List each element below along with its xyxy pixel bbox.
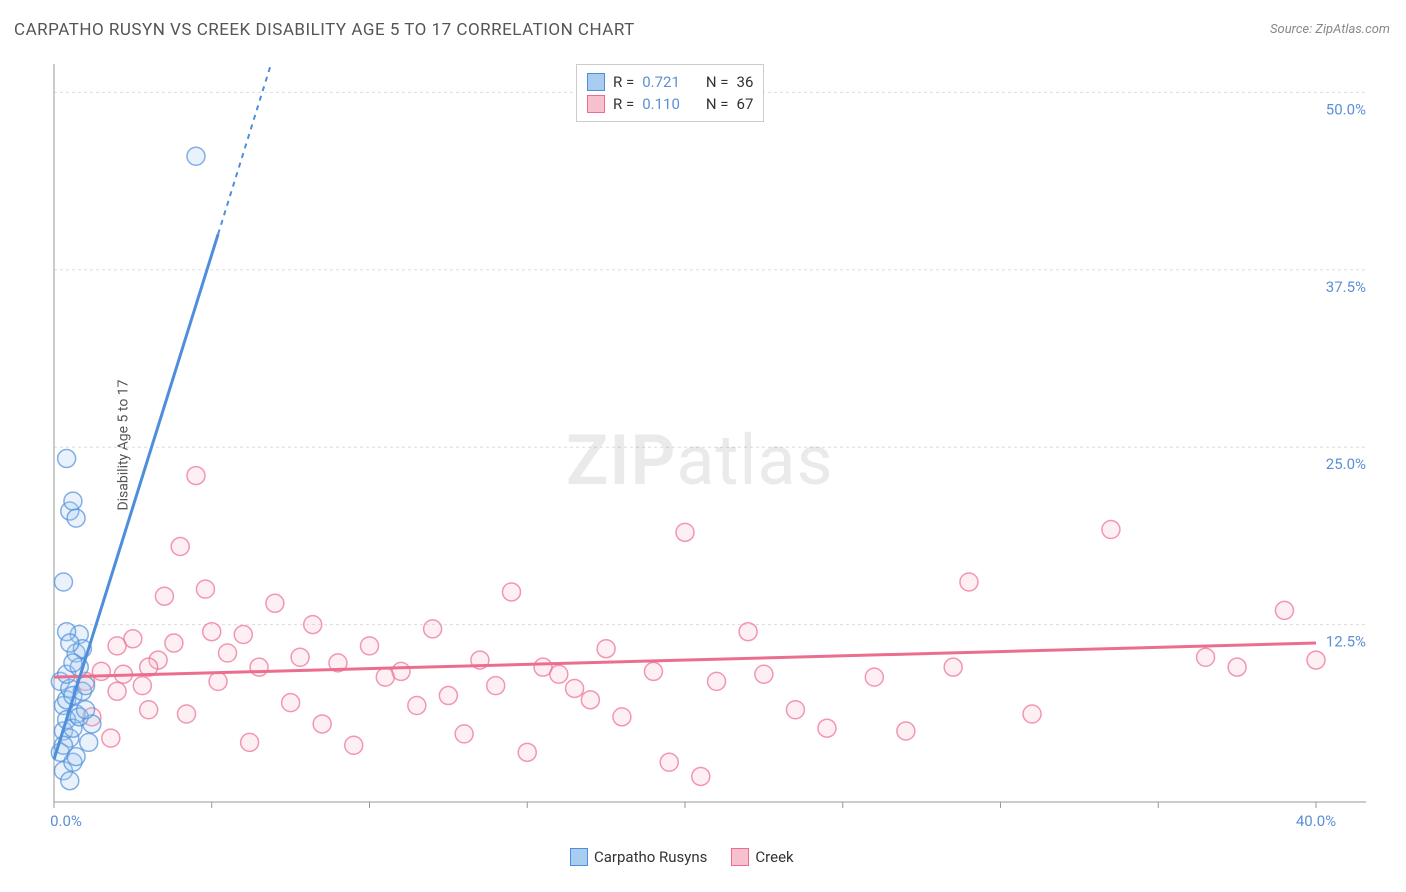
r-label-1: R = [613,95,634,113]
swatch-series-1 [587,95,605,113]
chart-container: CARPATHO RUSYN VS CREEK DISABILITY AGE 5… [0,0,1406,892]
n-label-0: N = [706,73,729,91]
source-attribution: Source: ZipAtlas.com [1270,22,1390,37]
r-value-1: 0.110 [642,95,680,113]
scatter-chart-svg: 12.5% 25.0% 37.5% 50.0% 0.0% 40.0% [46,60,1376,830]
r-label-0: R = [613,73,634,91]
correlation-stats-box: R = 0.721 N = 36 R = 0.110 N = 67 [576,64,764,122]
legend-swatch-1 [731,848,749,866]
legend: Carpatho Rusyns Creek [570,848,794,866]
swatch-series-0 [587,73,605,91]
n-label-1: N = [706,95,729,113]
n-value-1: 67 [737,95,754,113]
legend-label-1: Creek [755,848,793,866]
svg-text:40.0%: 40.0% [1296,812,1336,830]
svg-text:12.5%: 12.5% [1326,633,1366,651]
chart-title: CARPATHO RUSYN VS CREEK DISABILITY AGE 5… [14,20,635,40]
legend-item-0: Carpatho Rusyns [570,848,707,866]
n-value-0: 36 [737,73,754,91]
stats-row-series-0: R = 0.721 N = 36 [587,71,753,93]
legend-swatch-0 [570,848,588,866]
svg-text:25.0%: 25.0% [1326,455,1366,473]
legend-label-0: Carpatho Rusyns [594,848,707,866]
plot-area: Disability Age 5 to 17 12.5%25.0%37.5%50… [46,60,1376,830]
legend-item-1: Creek [731,848,793,866]
svg-text:37.5%: 37.5% [1326,278,1366,296]
r-value-0: 0.721 [642,73,680,91]
svg-text:50.0%: 50.0% [1326,100,1366,118]
svg-text:0.0%: 0.0% [50,812,82,830]
stats-row-series-1: R = 0.110 N = 67 [587,93,753,115]
